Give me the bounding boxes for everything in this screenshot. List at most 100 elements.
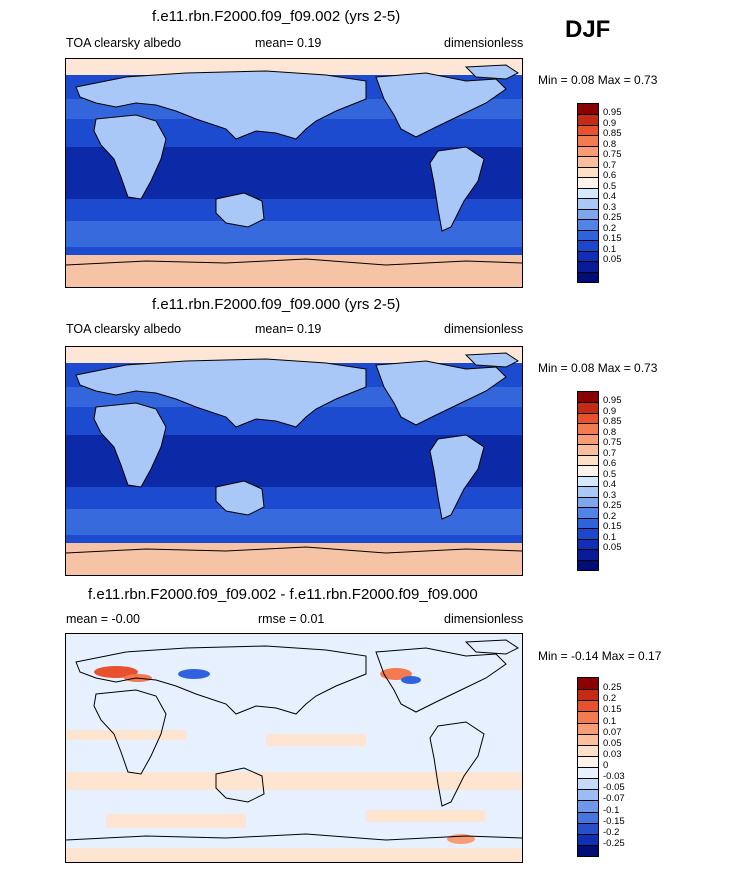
colorbar-swatch — [578, 104, 598, 115]
colorbar-swatch — [578, 261, 598, 272]
colorbar-swatch — [578, 800, 598, 812]
colorbar-tick-label: 0.6 — [603, 458, 617, 470]
colorbar-swatch — [578, 392, 598, 403]
colorbar-tick-label: 0.15 — [603, 521, 622, 533]
panel-2-colorbar — [577, 391, 599, 571]
colorbar-swatch — [578, 700, 598, 712]
colorbar-tick-label: 0.25 — [603, 212, 622, 224]
panel-1-mean-label: mean= 0.19 — [255, 36, 322, 50]
colorbar-swatch — [578, 678, 598, 690]
panel-3-units-label: dimensionless — [444, 612, 524, 626]
colorbar-swatch — [578, 475, 598, 487]
colorbar-tick-label: 0.2 — [603, 510, 617, 522]
colorbar-tick-label: 0.05 — [603, 542, 622, 554]
colorbar-tick-label: 0.4 — [603, 479, 617, 491]
colorbar-tick-label: 0.4 — [603, 191, 617, 203]
panel-1-variable-label: TOA clearsky albedo — [66, 36, 182, 50]
colorbar-swatch — [578, 208, 598, 220]
colorbar-swatch — [578, 844, 598, 856]
colorbar-tick-label: 0.1 — [603, 243, 617, 255]
colorbar-swatch — [578, 240, 598, 251]
colorbar-tick-label: 0.75 — [603, 437, 622, 449]
colorbar-tick-label: 0.05 — [603, 254, 622, 266]
colorbar-tick-label: 0.95 — [603, 395, 622, 407]
colorbar-swatch — [578, 528, 598, 539]
panel-2-mean-label: mean= 0.19 — [255, 322, 322, 336]
colorbar-tick-label: -0.2 — [603, 826, 620, 838]
panel-3-title: f.e11.rbn.F2000.f09_f09.002 - f.e11.rbn.… — [88, 586, 478, 603]
panel-1-map-svg — [66, 59, 522, 287]
colorbar-swatch — [578, 789, 598, 801]
colorbar-tick-label: 0.2 — [603, 693, 617, 705]
colorbar-tick-label: 0.5 — [603, 468, 617, 480]
colorbar-swatch — [578, 250, 598, 262]
colorbar-swatch — [578, 549, 598, 560]
colorbar-tick-label: 0.3 — [603, 201, 617, 213]
panel-1-units-label: dimensionless — [444, 36, 524, 50]
colorbar-swatch — [578, 465, 598, 476]
colorbar-swatch — [578, 219, 598, 230]
colorbar-swatch — [578, 177, 598, 188]
colorbar-tick-label: 0.95 — [603, 107, 622, 119]
colorbar-swatch — [578, 833, 598, 845]
panel-2-minmax: Min = 0.08 Max = 0.73 — [538, 361, 658, 375]
colorbar-swatch — [578, 822, 598, 834]
colorbar-tick-label: 0.15 — [603, 704, 622, 716]
colorbar-swatch — [578, 454, 598, 466]
colorbar-tick-label: 0.9 — [603, 405, 617, 417]
colorbar-tick-label: 0.9 — [603, 117, 617, 129]
colorbar-tick-label: -0.07 — [603, 793, 625, 805]
colorbar-tick-label: 0.07 — [603, 726, 622, 738]
panel-3-map — [65, 633, 523, 863]
colorbar-swatch — [578, 423, 598, 434]
panel-3-colorbar — [577, 677, 599, 857]
colorbar-tick-label: -0.03 — [603, 771, 625, 783]
colorbar-swatch — [578, 187, 598, 199]
colorbar-swatch — [578, 517, 598, 529]
colorbar-tick-label: 0 — [603, 760, 609, 771]
colorbar-swatch — [578, 402, 598, 413]
colorbar-swatch — [578, 145, 598, 157]
colorbar-swatch — [578, 124, 598, 136]
panel-1-colorbar — [577, 103, 599, 283]
panel-3-map-svg — [66, 634, 522, 862]
colorbar-tick-label: 0.85 — [603, 128, 622, 140]
colorbar-swatch — [578, 486, 598, 497]
colorbar-swatch — [578, 538, 598, 550]
colorbar-tick-label: -0.15 — [603, 815, 625, 827]
colorbar-swatch — [578, 559, 598, 570]
panel-3-mean-label: mean = -0.00 — [66, 612, 141, 626]
panel-2-map — [65, 346, 523, 576]
panel-2-map-svg — [66, 347, 522, 575]
colorbar-tick-label: 0.3 — [603, 489, 617, 501]
colorbar-swatch — [578, 114, 598, 125]
colorbar-swatch — [578, 755, 598, 767]
colorbar-swatch — [578, 811, 598, 823]
colorbar-swatch — [578, 711, 598, 723]
colorbar-swatch — [578, 412, 598, 424]
panel-2-title: f.e11.rbn.F2000.f09_f09.000 (yrs 2-5) — [152, 296, 401, 313]
colorbar-swatch — [578, 744, 598, 756]
panel-3-rmse-label: rmse = 0.01 — [258, 612, 325, 626]
colorbar-tick-label: 0.7 — [603, 447, 617, 459]
colorbar-tick-label: 0.6 — [603, 170, 617, 182]
panel-2-units-label: dimensionless — [444, 322, 524, 336]
colorbar-tick-label: 0.75 — [603, 149, 622, 161]
panel-1-map — [65, 58, 523, 288]
colorbar-swatch — [578, 229, 598, 241]
colorbar-swatch — [578, 135, 598, 146]
colorbar-swatch — [578, 722, 598, 734]
colorbar-swatch — [578, 198, 598, 209]
colorbar-swatch — [578, 778, 598, 790]
panel-3-minmax: Min = -0.14 Max = 0.17 — [538, 649, 662, 663]
colorbar-swatch — [578, 156, 598, 167]
colorbar-swatch — [578, 767, 598, 779]
colorbar-swatch — [578, 496, 598, 508]
colorbar-swatch — [578, 271, 598, 282]
colorbar-tick-label: 0.2 — [603, 222, 617, 234]
colorbar-tick-label: 0.15 — [603, 233, 622, 245]
colorbar-tick-label: 0.03 — [603, 748, 622, 760]
colorbar-swatch — [578, 733, 598, 745]
colorbar-tick-label: -0.05 — [603, 782, 625, 794]
colorbar-tick-label: -0.1 — [603, 804, 620, 816]
